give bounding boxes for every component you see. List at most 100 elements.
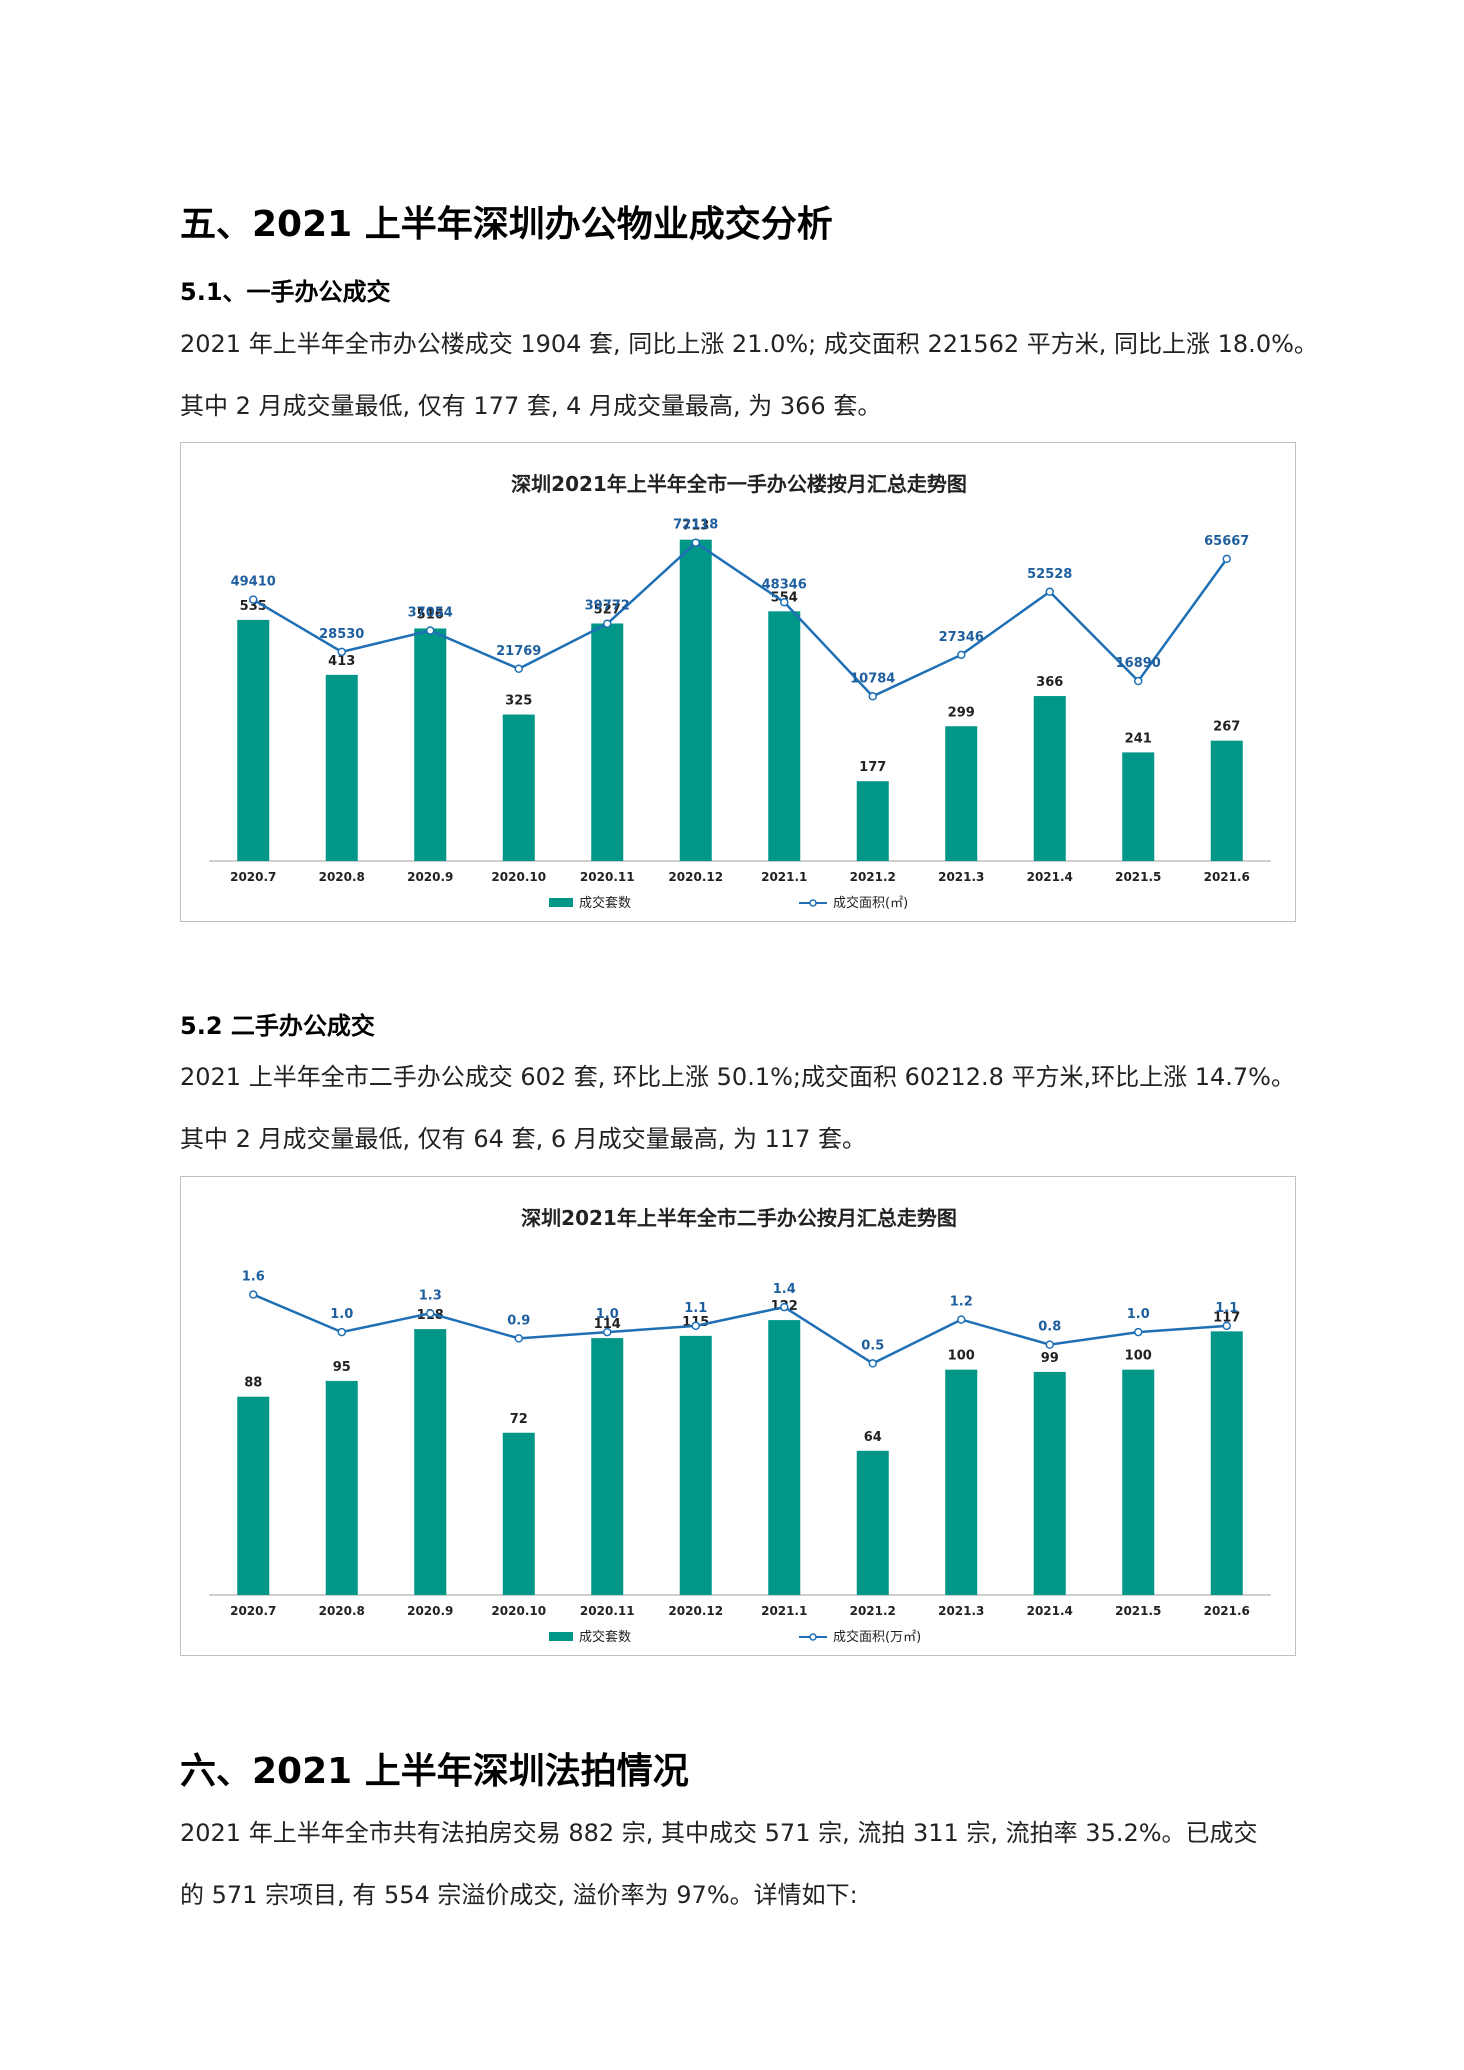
bar-label-2020.7: 88 — [244, 1376, 262, 1391]
line-label-2021.3: 1.2 — [950, 1295, 973, 1310]
bar-2020.10 — [502, 714, 535, 861]
subsection-5-1-heading: 5.1、一手办公成交 — [180, 278, 391, 306]
line-label-2021.1: 48346 — [762, 577, 807, 592]
line-label-2021.3: 27346 — [939, 630, 984, 645]
area-line — [252, 541, 1228, 698]
chart-new-office: 深圳2021年上半年全市一手办公楼按月汇总走势图 535 413 516 325 527 7… — [180, 442, 1296, 922]
line-label-2020.9: 37054 — [408, 606, 453, 621]
line-point-2021.5 — [1134, 1327, 1143, 1337]
line-point-2021.1 — [780, 598, 789, 607]
bar-label-2020.11: 114 — [594, 1317, 621, 1332]
x-tick-2021.4: 2021.4 — [1027, 1604, 1073, 1618]
paragraph-5-1-line-1: 2021 年上半年全市办公楼成交 1904 套, 同比上涨 21.0%; 成交面… — [180, 330, 1318, 358]
x-tick-2020.8: 2020.8 — [319, 870, 365, 884]
line-label-2020.9: 1.3 — [419, 1288, 442, 1303]
bar-2021.5 — [1122, 752, 1155, 861]
bar-2020.7 — [237, 619, 270, 861]
bar-label-2021.4: 99 — [1041, 1351, 1059, 1366]
bar-label-2021.3: 299 — [948, 705, 975, 720]
bar-2021.3 — [945, 1369, 978, 1595]
x-tick-2021.1: 2021.1 — [761, 870, 807, 884]
x-tick-2020.9: 2020.9 — [407, 1604, 453, 1618]
line-point-2020.10 — [514, 664, 523, 674]
area-line — [252, 1293, 1227, 1365]
bar-2020.12 — [679, 1335, 712, 1595]
line-label-2020.12: 1.1 — [684, 1301, 707, 1316]
bar-label-2020.8: 95 — [333, 1360, 351, 1375]
x-tick-2021.1: 2021.1 — [761, 1604, 807, 1618]
line-point-2020.9 — [426, 626, 435, 635]
bar-2020.12 — [679, 539, 712, 861]
bar-label-2020.10: 325 — [505, 694, 532, 709]
bar-2020.7 — [237, 1396, 270, 1595]
line-label-2020.7: 1.6 — [242, 1270, 265, 1285]
x-tick-2020.11: 2020.11 — [580, 870, 635, 884]
line-point-2021.4 — [1045, 1340, 1054, 1349]
x-tick-2020.12: 2020.12 — [668, 1604, 723, 1618]
x-tick-2020.10: 2020.10 — [491, 1604, 546, 1618]
bar-2021.5 — [1122, 1369, 1155, 1595]
x-tick-2021.5: 2021.5 — [1115, 870, 1161, 884]
bar-label-2020.10: 72 — [510, 1412, 528, 1427]
x-tick-2021.6: 2021.6 — [1204, 1604, 1250, 1618]
paragraph-5-2: 2021 上半年全市二手办公成交 602 套, 环比上涨 50.1%;成交面积 … — [180, 1046, 1300, 1170]
paragraph-5-2-line-1: 2021 上半年全市二手办公成交 602 套, 环比上涨 50.1%;成交面积 … — [180, 1063, 1295, 1091]
x-tick-2020.8: 2020.8 — [319, 1604, 365, 1618]
line-label-2021.5: 16890 — [1116, 656, 1161, 671]
line-label-2021.5: 1.0 — [1127, 1307, 1150, 1322]
bar-2021.2 — [856, 781, 889, 861]
subsection-5-2-heading: 5.2 二手办公成交 — [180, 1012, 375, 1040]
paragraph-5-1-line-2: 其中 2 月成交量最低, 仅有 177 套, 4 月成交量最高, 为 366 套… — [180, 392, 882, 420]
bar-2020.9 — [414, 1329, 447, 1595]
bar-label-2021.6: 117 — [1213, 1310, 1240, 1325]
bar-label-2020.12: 713 — [682, 519, 709, 534]
x-tick-2021.4: 2021.4 — [1027, 870, 1073, 884]
legend-bar-label: 成交套数 — [579, 1629, 631, 1645]
line-point-2020.12 — [691, 538, 700, 547]
bar-2021.3 — [945, 726, 978, 861]
legend-line-marker — [809, 1633, 817, 1641]
bar-2020.8 — [325, 674, 358, 861]
line-point-2021.5 — [1134, 676, 1143, 686]
legend-bar-label: 成交套数 — [579, 895, 631, 911]
line-label-2020.7: 49410 — [231, 575, 276, 590]
paragraph-6-line-2: 的 571 宗项目, 有 554 宗溢价成交, 溢价率为 97%。详情如下: — [180, 1881, 858, 1909]
bar-2021.1 — [768, 611, 801, 861]
paragraph-6-line-1: 2021 年上半年全市共有法拍房交易 882 宗, 其中成交 571 宗, 流拍… — [180, 1819, 1258, 1847]
x-tick-2021.2: 2021.2 — [850, 870, 896, 884]
line-label-2021.1: 1.4 — [773, 1282, 796, 1297]
x-tick-2021.3: 2021.3 — [938, 870, 984, 884]
bar-2020.10 — [502, 1432, 535, 1595]
line-label-2020.10: 0.9 — [507, 1313, 530, 1328]
line-point-2021.6 — [1222, 1321, 1231, 1331]
paragraph-5-1: 2021 年上半年全市办公楼成交 1904 套, 同比上涨 21.0%; 成交面… — [180, 313, 1318, 437]
chart-svg: 深圳2021年上半年全市二手办公按月汇总走势图88951187211411512… — [209, 1206, 1271, 1645]
x-tick-2020.12: 2020.12 — [668, 870, 723, 884]
line-point-2021.6 — [1222, 554, 1231, 564]
bar-2021.6 — [1210, 740, 1243, 861]
line-point-2020.10 — [514, 1334, 523, 1343]
line-label-2021.6: 65667 — [1204, 534, 1249, 549]
bar-2021.2 — [856, 1450, 889, 1595]
line-point-2021.2 — [868, 692, 877, 701]
bar-label-2021.4: 366 — [1036, 675, 1063, 690]
x-tick-2021.6: 2021.6 — [1204, 870, 1250, 884]
bar-label-2021.3: 100 — [948, 1349, 975, 1364]
legend-line-marker — [809, 899, 817, 907]
section-6-heading: 六、2021 上半年深圳法拍情况 — [180, 1751, 689, 1792]
line-point-2021.2 — [868, 1359, 877, 1368]
bar-label-2021.2: 64 — [864, 1430, 882, 1445]
legend-bar-swatch — [549, 898, 573, 907]
x-tick-2021.3: 2021.3 — [938, 1604, 984, 1618]
legend-line-label: 成交面积(万㎡) — [833, 1629, 921, 1645]
bar-2021.4 — [1033, 696, 1066, 861]
chart-title: 深圳2021年上半年全市二手办公按月汇总走势图 — [521, 1206, 957, 1230]
line-point-2020.8 — [337, 647, 346, 657]
line-point-2020.7 — [249, 1290, 258, 1299]
line-label-2021.2: 0.5 — [861, 1338, 884, 1353]
line-label-2020.11: 39772 — [585, 599, 630, 614]
bar-2020.11 — [591, 623, 624, 861]
line-point-2020.7 — [249, 595, 258, 604]
line-label-2021.4: 0.8 — [1038, 1320, 1061, 1335]
paragraph-6: 2021 年上半年全市共有法拍房交易 882 宗, 其中成交 571 宗, 流拍… — [180, 1802, 1300, 1926]
